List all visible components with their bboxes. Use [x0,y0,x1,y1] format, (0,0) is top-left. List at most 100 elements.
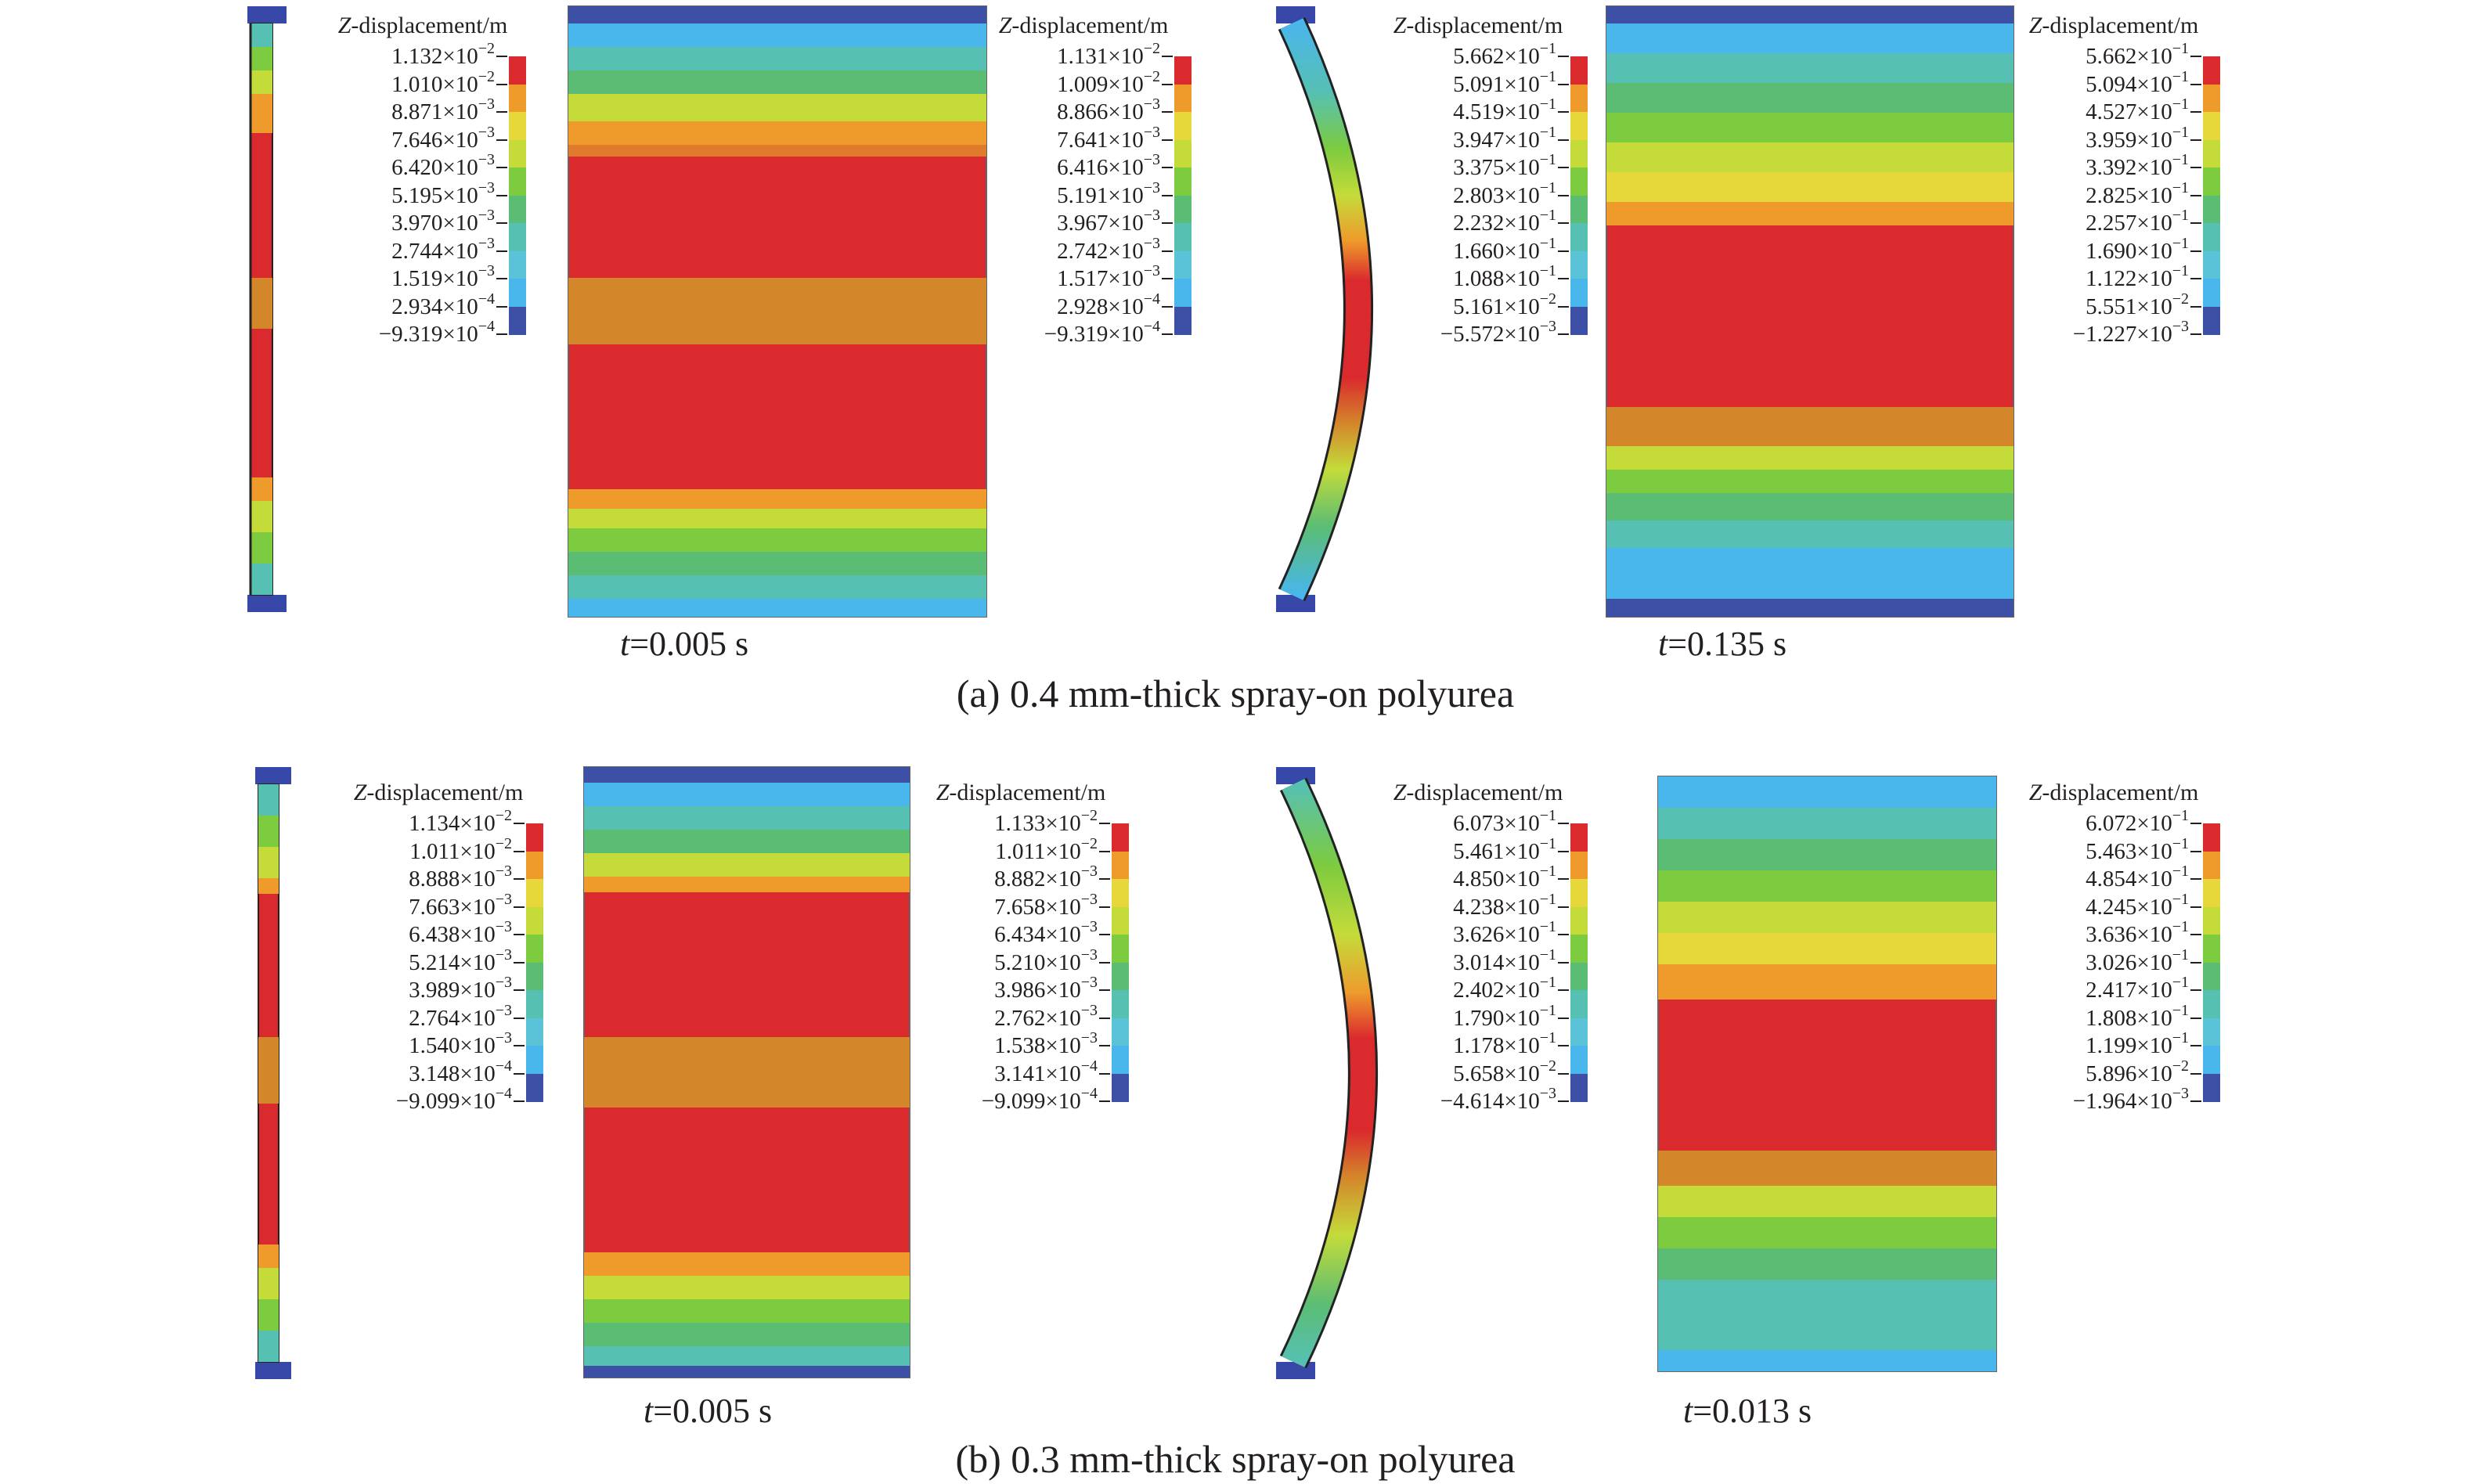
row-a-t2-face-legend-swatch [2203,223,2220,251]
row-a-t2-side-legend-tick-mark [1558,250,1569,252]
row-a-t2-face-legend-tick-mark [2190,222,2201,224]
row-a-t2-side-legend-tick-mark [1558,83,1569,85]
row-b-t2-side-legend-tick-label: −4.614×10−3 [1440,1085,1556,1114]
row-b-t1-side-view [255,767,291,1379]
row-a-t1-side-legend-swatch [509,139,526,168]
row-b-t2-side-legend-swatch [1570,1073,1588,1102]
row-a-t1-side-view [247,6,287,612]
row-a-t2-face-legend-tick-mark [2190,167,2201,168]
row-a-t1-face-legend-tick-mark [1162,139,1173,141]
row-a-t2-face-legend-tick-mark [2190,111,2201,113]
row-b-t2-face-legend-tick-label: 4.245×10−1 [2086,890,2189,920]
row-a-t2-face-legend-swatch [2203,56,2220,85]
time-variable: t [620,625,630,663]
row-a-t2-face-legend-swatch [2203,306,2220,335]
row-b-t1-side-legend-swatch [526,935,543,963]
row-a-t2-face-legend-tick-label: −1.227×10−3 [2072,318,2189,347]
row-a-t1-face-legend-tick-mark [1162,56,1173,57]
row-a-t2-side-legend-tick-mark [1558,139,1569,141]
row-a-t2-side-legend-tick-label: 1.088×10−1 [1453,262,1556,291]
row-b-t1-face-legend-swatch [1112,879,1129,907]
row-b-t2-side-legend-swatch [1570,823,1588,852]
row-b-t2-side-legend-tick-mark [1558,906,1569,908]
row-b-t2-side-legend-tick-label: 5.658×10−2 [1453,1057,1556,1086]
row-b-t1-face-legend-tick-label: 5.210×10−3 [994,946,1098,975]
row-a-t1-side-legend-tick-mark [496,167,507,168]
row-b-t2-face-legend-tick-mark [2190,878,2201,880]
row-a-t2-side-legend-swatch [1570,306,1588,335]
row-a-t1-face-legend-tick-label: 1.517×10−3 [1057,262,1160,291]
row-b-t2-side-legend-swatch [1570,906,1588,935]
row-b-t2-face-legend-swatch [2203,990,2220,1018]
row-b-t1-face-legend-swatch [1112,1018,1129,1046]
row-a-t2-side-legend-tick-label: 5.662×10−1 [1453,40,1556,69]
row-b-t2-face-legend-swatch [2203,823,2220,852]
row-b-t1-face-legend-swatch [1112,1073,1129,1102]
row-b-t1-face-legend-swatch [1112,935,1129,963]
row-a-t2-face-legend-tick-mark [2190,83,2201,85]
row-a-t1-face-legend-tick-mark [1162,111,1173,113]
row-b-t1-face-legend-swatch [1112,990,1129,1018]
row-a-t2-side-legend-swatch [1570,223,1588,251]
row-a-t2-side-legend-tick-label: 4.519×10−1 [1453,95,1556,124]
row-b-t2-side-legend-swatch [1570,935,1588,963]
row-b-t2-side-legend-tick-label: 3.014×10−1 [1453,946,1556,975]
time-variable: t [1683,1392,1693,1430]
row-b-t2-face-legend-tick-mark [2190,1072,2201,1075]
row-a-t1-face-legend-tick-label: 5.191×10−3 [1057,178,1160,208]
row-b-t2-face-legend-swatch [2203,1018,2220,1046]
row-b-t1-side-legend-swatch [526,879,543,907]
row-a-t2-face-legend-tick-label: 1.122×10−1 [2086,262,2189,291]
row-a-t2-side-legend-tick-label: 3.947×10−1 [1453,123,1556,153]
row-b-t1-face-legend-swatch [1112,851,1129,880]
row-a-t2-side-legend-tick-mark [1558,194,1569,196]
row-a-t2-side-legend-tick-label: 1.660×10−1 [1453,234,1556,264]
row-b-t1-side-legend-swatch [526,1073,543,1102]
row-b-t2-side-view [1276,767,1378,1379]
row-b-t1-side-legend-tick-label: 2.764×10−3 [409,1001,512,1031]
row-a-t1-side-legend-tick-label: 1.132×10−2 [391,40,495,69]
row-a-t2-side-legend-tick-label: 5.161×10−2 [1453,290,1556,319]
row-a-t2-side-legend-swatch [1570,279,1588,307]
row-a-t2-face-legend-tick-label: 5.662×10−1 [2086,40,2189,69]
row-a-t1-face-legend-tick-mark [1162,167,1173,168]
row-b-t1-side-legend-tick-label: 8.888×10−3 [409,863,512,891]
row-b-t2-side-legend-tick-label: 4.850×10−1 [1453,863,1556,891]
row-a-t1-side-legend-swatch [509,84,526,113]
row-b-t2-face-legend-tick-label: 4.854×10−1 [2086,863,2189,891]
row-b-t1-side-legend-tick-label: 3.148×10−4 [409,1057,512,1086]
row-a-t1-side-legend-tick-mark [496,333,507,335]
row-a-t2-face-legend-swatch [2203,167,2220,196]
row-a-t1-face-legend-swatch [1174,167,1192,196]
row-b-t1-face-legend-tick-label: 2.762×10−3 [994,1001,1098,1031]
row-b-t2-face-legend-swatch [2203,935,2220,963]
row-a-time-label-2: t=0.135 s [1658,625,1787,663]
row-a-t1-side-legend-tick-mark [496,222,507,224]
row-b-t2-face-legend-swatch [2203,879,2220,907]
row-a-t2-side-legend-swatch [1570,139,1588,168]
row-b-t2-face-legend-tick-mark [2190,961,2201,964]
row-a-t2-face-legend-tick-label: 2.257×10−1 [2086,207,2189,236]
row-a-t1-side-legend-tick-mark [496,56,507,57]
row-a-t2-side-legend-tick-mark [1558,305,1569,308]
row-a-t1-side-legend-tick-mark [496,83,507,85]
row-b-t2-side-legend-tick-mark [1558,1017,1569,1019]
row-b-t1-face-legend-tick-label: 1.011×10−2 [995,834,1098,864]
row-b-t2-side-legend-swatch [1570,851,1588,880]
row-b-t1-side-legend-tick-mark [514,1045,525,1046]
row-b-t1-face-legend-tick-mark [1099,906,1110,908]
row-b-t1-side-legend-tick-mark [514,989,525,991]
row-b-t2-face-legend-tick-label: 1.199×10−1 [2086,1029,2189,1058]
row-b-t1-face-legend-tick-label: 6.434×10−3 [994,918,1098,947]
row-b-t2-face-legend-tick-label: 6.072×10−1 [2086,807,2189,836]
row-b-time-label-1: t=0.005 s [644,1392,773,1430]
row-a-t1-face-legend-tick-mark [1162,278,1173,279]
row-b-t2-side-legend-tick-mark [1558,989,1569,991]
row-a-t1-side-legend-tick-label: 1.519×10−3 [391,262,495,291]
row-a-t1-side-legend-tick-label: 8.871×10−3 [391,95,495,124]
row-a-t1-side-legend-swatch [509,112,526,140]
row-a-t1-face-legend-swatch [1174,195,1192,224]
row-b-t2-face-legend-swatch [2203,851,2220,880]
row-a-t1-face-legend-swatch [1174,279,1192,307]
row-a-t2-side-legend-tick-label: 2.232×10−1 [1453,207,1556,236]
